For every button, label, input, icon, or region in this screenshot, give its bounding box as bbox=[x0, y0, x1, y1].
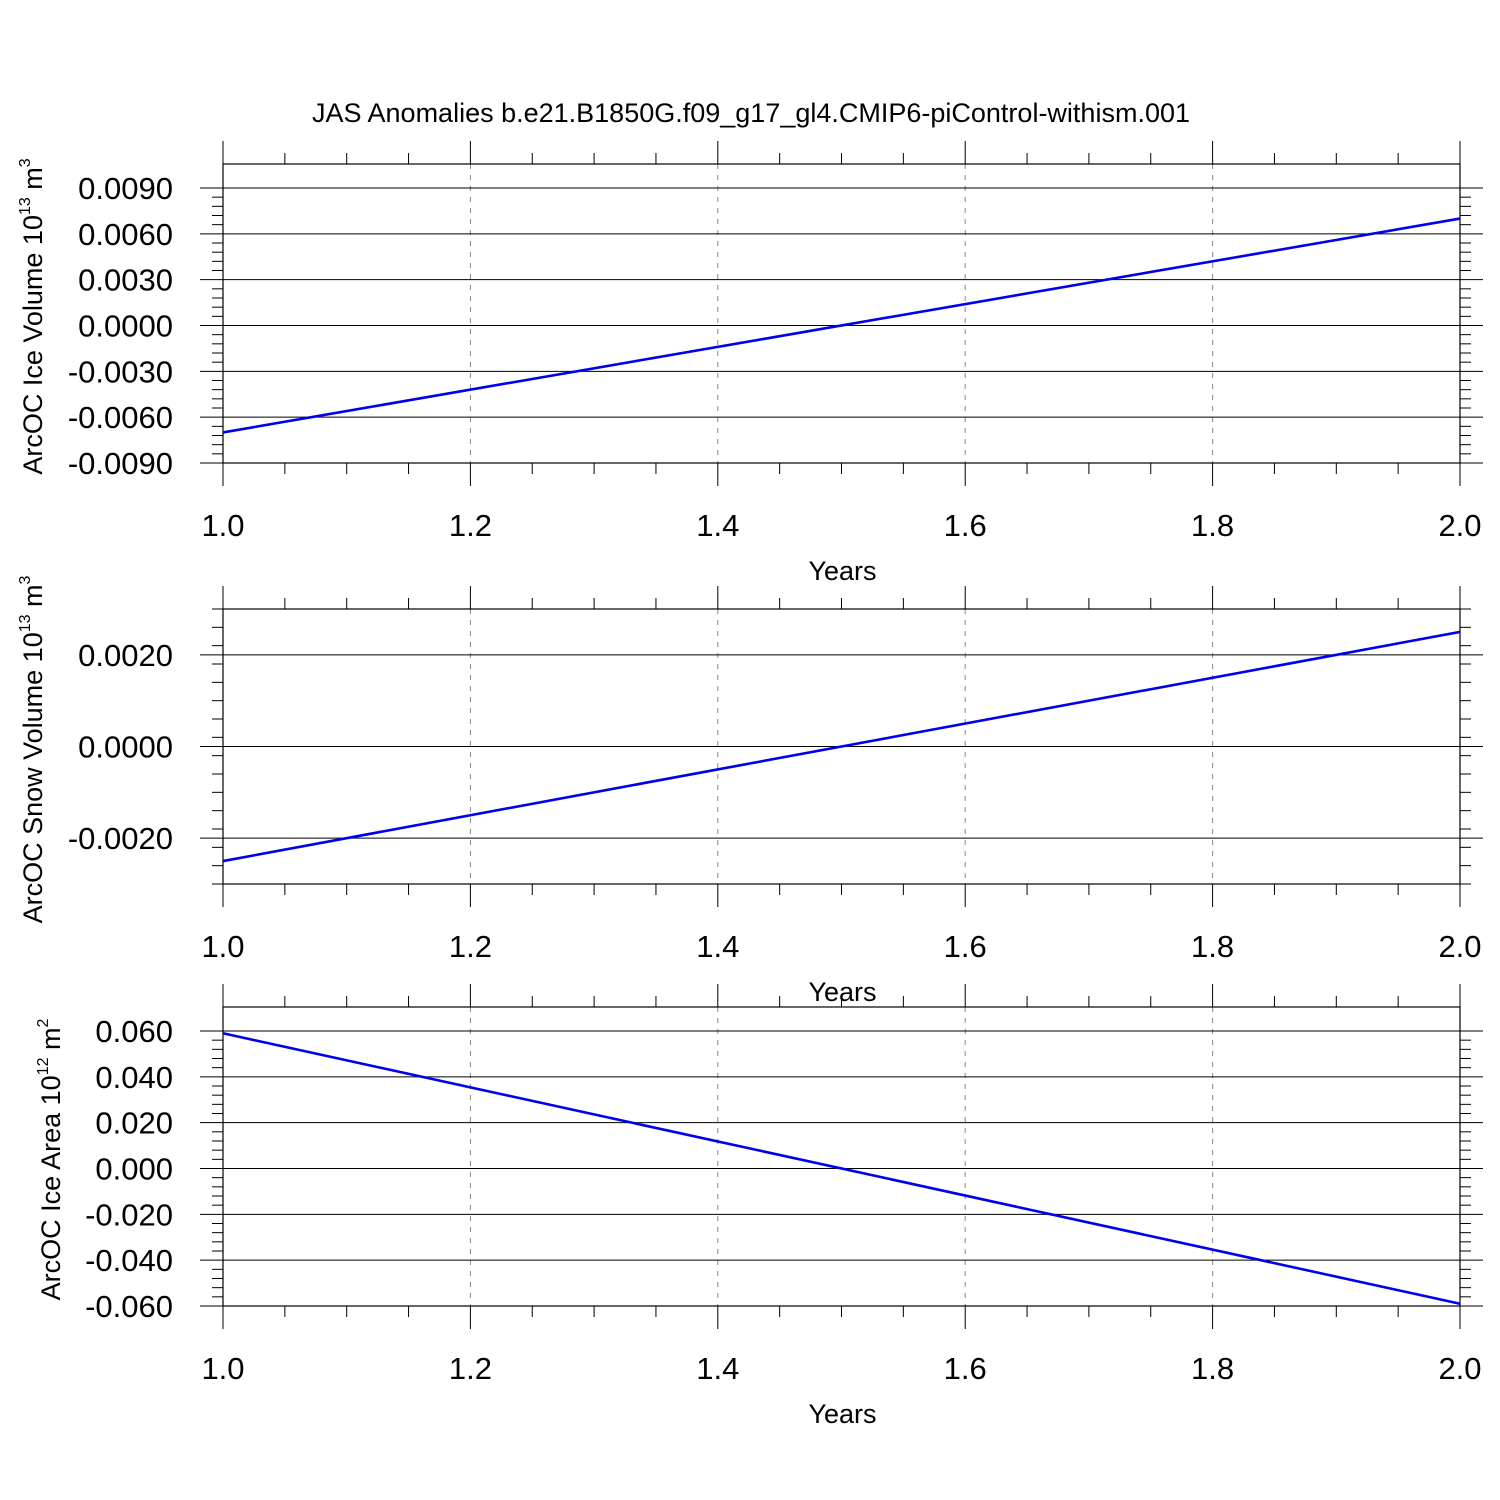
y-axis-label-main: ArcOC Ice Area 10 bbox=[36, 1075, 66, 1300]
x-tick-label: 1.8 bbox=[1191, 1351, 1234, 1386]
x-tick-label: 2.0 bbox=[1438, 929, 1481, 964]
y-tick-label: 0.040 bbox=[95, 1060, 173, 1095]
x-tick-label: 1.0 bbox=[201, 1351, 244, 1386]
y-axis-label-exponent: 12 bbox=[35, 1057, 52, 1075]
x-tick-label: 2.0 bbox=[1438, 508, 1481, 543]
panel-3: 1.0 1.2 1.4 1.6 1.8 2.0 0.060 0.040 0.020 0.000 -0… bbox=[35, 984, 1483, 1429]
y-axis-label: ArcOC Ice Area 1012 m2 bbox=[35, 1019, 66, 1301]
y-tick-label: 0.0020 bbox=[78, 638, 173, 673]
y-tick-label: -0.020 bbox=[85, 1197, 173, 1232]
y-axis-label-main: ArcOC Ice Volume 10 bbox=[18, 215, 48, 475]
x-tick-label: 1.4 bbox=[696, 1351, 739, 1386]
y-axis-label: ArcOC Snow Volume 1013 m3 bbox=[17, 575, 48, 923]
y-tick-label: -0.0060 bbox=[68, 400, 173, 435]
y-tick-label: 0.0000 bbox=[78, 309, 173, 344]
y-tick-label: -0.060 bbox=[85, 1289, 173, 1324]
y-tick-label: -0.0020 bbox=[68, 821, 173, 856]
x-axis-label: Years bbox=[808, 1399, 876, 1429]
y-tick-label: -0.0090 bbox=[68, 446, 173, 481]
figure-title: JAS Anomalies b.e21.B1850G.f09_g17_gl4.C… bbox=[312, 98, 1190, 128]
y-tick-label: 0.060 bbox=[95, 1014, 173, 1049]
y-axis-label-unit: m bbox=[36, 1028, 66, 1058]
x-tick-label: 1.2 bbox=[449, 508, 492, 543]
x-tick-label: 1.6 bbox=[944, 929, 987, 964]
y-axis-label-unit: m bbox=[18, 167, 48, 197]
x-tick-label: 1.8 bbox=[1191, 929, 1234, 964]
panel-2: 1.0 1.2 1.4 1.6 1.8 2.0 0.0020 0.0000 -0.0020 Yea… bbox=[17, 575, 1483, 1007]
series-line bbox=[222, 217, 1461, 434]
x-tick-label: 1.2 bbox=[449, 1351, 492, 1386]
x-tick-label: 1.6 bbox=[944, 508, 987, 543]
x-tick-label: 1.0 bbox=[201, 929, 244, 964]
y-axis-label-unit-exponent: 3 bbox=[17, 575, 34, 584]
plot-frame bbox=[222, 163, 1461, 464]
x-tick-label: 2.0 bbox=[1438, 1351, 1481, 1386]
x-tick-label: 1.4 bbox=[696, 929, 739, 964]
y-tick-label: 0.0030 bbox=[78, 263, 173, 298]
y-tick-label: 0.0000 bbox=[78, 730, 173, 765]
x-tick-label: 1.8 bbox=[1191, 508, 1234, 543]
y-tick-label: 0.000 bbox=[95, 1152, 173, 1187]
y-axis-label-exponent: 13 bbox=[17, 614, 34, 632]
x-tick-label: 1.2 bbox=[449, 929, 492, 964]
plot-frame bbox=[222, 1006, 1461, 1307]
series-line bbox=[222, 630, 1461, 863]
y-axis-label-unit-exponent: 3 bbox=[17, 158, 34, 167]
y-tick-label: 0.0090 bbox=[78, 171, 173, 206]
y-tick-label: -0.040 bbox=[85, 1243, 173, 1278]
y-axis-label-unit-exponent: 2 bbox=[35, 1019, 52, 1028]
x-tick-label: 1.6 bbox=[944, 1351, 987, 1386]
y-axis-label-unit: m bbox=[18, 584, 48, 614]
series-line bbox=[222, 1032, 1461, 1305]
panel-1: 1.0 1.2 1.4 1.6 1.8 2.0 0.0090 0.0060 0.0030 0.00… bbox=[17, 141, 1483, 586]
x-axis-label: Years bbox=[808, 977, 876, 1007]
y-axis-label: ArcOC Ice Volume 1013 m3 bbox=[17, 158, 48, 474]
y-axis-label-main: ArcOC Snow Volume 10 bbox=[18, 632, 48, 923]
y-axis-label-exponent: 13 bbox=[17, 197, 34, 215]
x-axis-label: Years bbox=[808, 556, 876, 586]
y-tick-label: 0.0060 bbox=[78, 217, 173, 252]
y-tick-label: 0.020 bbox=[95, 1106, 173, 1141]
y-tick-label: -0.0030 bbox=[68, 354, 173, 389]
x-tick-label: 1.4 bbox=[696, 508, 739, 543]
x-tick-label: 1.0 bbox=[201, 508, 244, 543]
